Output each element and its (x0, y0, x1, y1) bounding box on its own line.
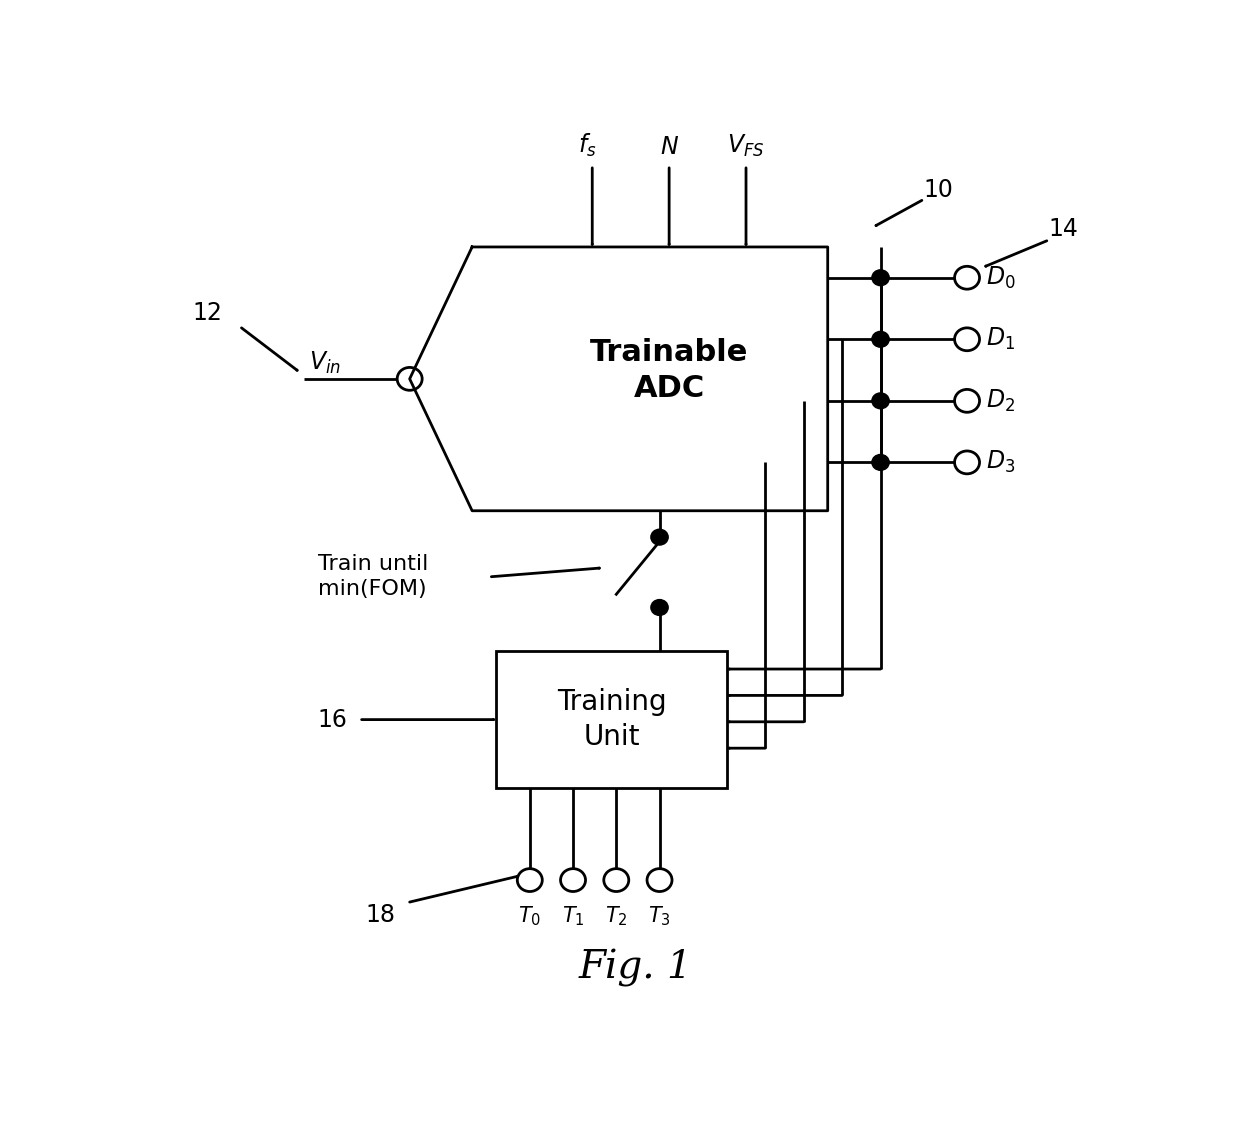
Text: $f_s$: $f_s$ (578, 131, 596, 159)
Circle shape (872, 331, 889, 347)
Circle shape (651, 600, 668, 616)
Text: $D_2$: $D_2$ (986, 388, 1016, 413)
Text: $D_1$: $D_1$ (986, 327, 1016, 353)
Text: $V_{FS}$: $V_{FS}$ (727, 132, 765, 159)
Text: Training
Unit: Training Unit (557, 689, 666, 751)
Text: $T_1$: $T_1$ (562, 904, 584, 928)
Text: $V_{in}$: $V_{in}$ (309, 349, 341, 376)
Text: 18: 18 (366, 903, 396, 927)
Text: $D_3$: $D_3$ (986, 449, 1016, 475)
Text: Fig. 1: Fig. 1 (579, 949, 692, 987)
Circle shape (872, 393, 889, 409)
Circle shape (651, 529, 668, 545)
Text: Trainable
ADC: Trainable ADC (590, 338, 748, 402)
Text: 10: 10 (924, 178, 954, 202)
Text: $T_0$: $T_0$ (518, 904, 542, 928)
Text: $N$: $N$ (660, 135, 678, 159)
Circle shape (872, 455, 889, 471)
Text: 16: 16 (317, 708, 347, 732)
Text: 14: 14 (1049, 217, 1079, 241)
Text: $T_2$: $T_2$ (605, 904, 627, 928)
Text: $D_0$: $D_0$ (986, 265, 1016, 291)
Text: 12: 12 (193, 300, 223, 325)
Text: Train until
min(FOM): Train until min(FOM) (319, 554, 429, 600)
Circle shape (872, 270, 889, 286)
Text: $T_3$: $T_3$ (649, 904, 671, 928)
